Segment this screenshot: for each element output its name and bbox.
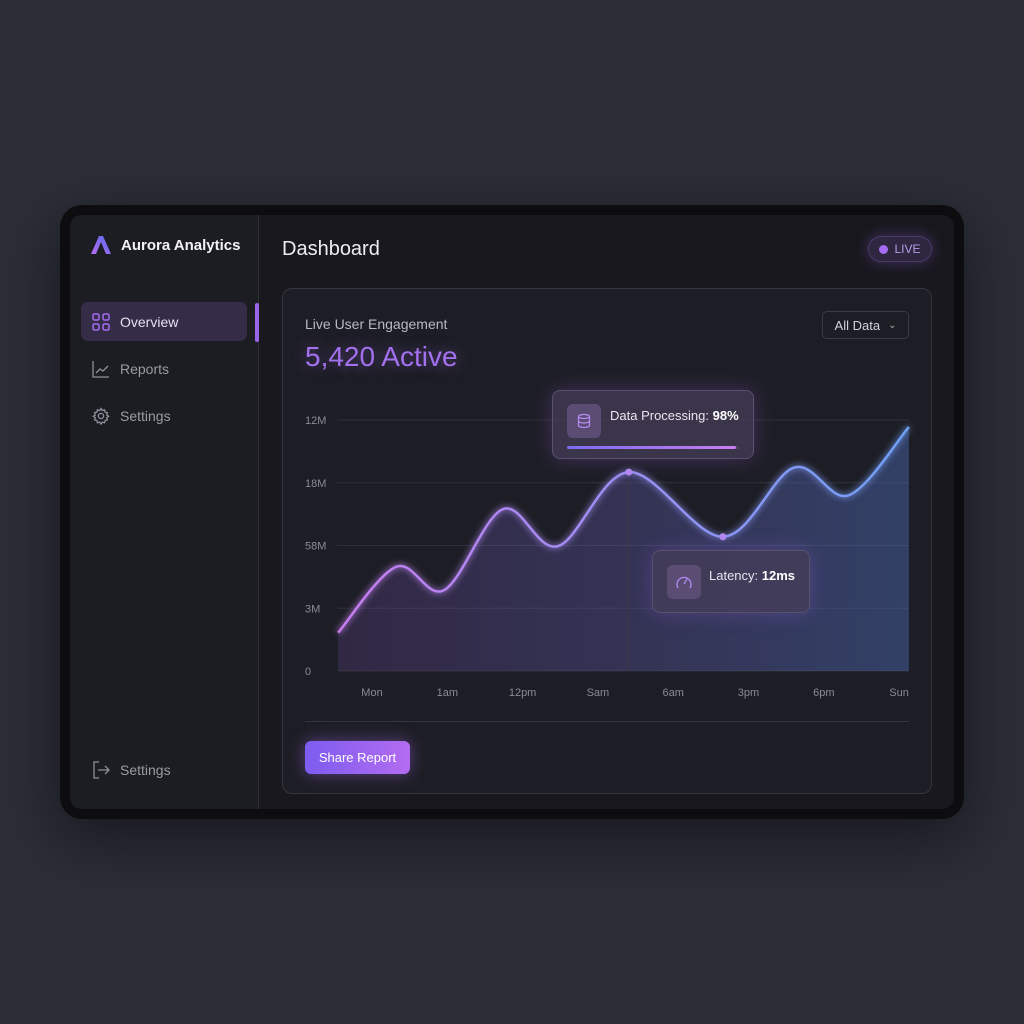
- sidebar-item-label: Reports: [120, 360, 170, 377]
- y-tick-label: 0: [305, 666, 311, 678]
- x-tick-label: 6pm: [813, 687, 834, 699]
- x-tick-label: Mon: [361, 687, 382, 699]
- sidebar-item-label: Settings: [120, 407, 171, 424]
- sidebar-item-label: Settings: [120, 761, 171, 778]
- screen: Aurora Analytics Overview Reports Settin…: [70, 215, 954, 809]
- engagement-chart: 0 3M 58M 18M 12M Mon 1am 12pm Sam 6am 3pm 6pm Sun: [305, 415, 912, 699]
- page-title: Dashboard: [282, 238, 380, 260]
- latency-tooltip: Latency: 12ms: [652, 550, 810, 613]
- x-tick-label: Sun: [889, 687, 909, 699]
- x-tick-label: 3pm: [738, 687, 759, 699]
- y-tick-label: 58M: [305, 541, 326, 553]
- processing-progress: [567, 446, 739, 449]
- line-chart-icon: [92, 360, 109, 378]
- area-fill: [338, 426, 909, 671]
- data-point: [625, 468, 633, 476]
- active-count: 5,420 Active: [305, 341, 458, 372]
- card-label: Live User Engagement: [305, 316, 448, 332]
- aurora-logo-icon: [91, 236, 111, 254]
- chevron-down-icon: ⌄: [888, 319, 897, 331]
- share-report-button[interactable]: Share Report: [305, 741, 410, 774]
- latency-label: Latency:: [709, 568, 759, 583]
- processing-value: 98%: [712, 408, 739, 423]
- logout-icon: [93, 760, 110, 779]
- gear-icon: [92, 406, 110, 425]
- sidebar-item-reports[interactable]: Reports: [81, 349, 247, 388]
- data-point: [719, 533, 727, 541]
- engagement-card: Live User Engagement 5,420 Active All Da…: [282, 288, 932, 794]
- main: Dashboard LIVE Live User Engagement 5,42…: [260, 215, 954, 809]
- x-tick-label: 1am: [437, 687, 458, 699]
- live-label: LIVE: [894, 242, 921, 256]
- live-dot-icon: [879, 244, 889, 254]
- data-filter-select[interactable]: All Data ⌄: [822, 311, 909, 339]
- latency-value: 12ms: [761, 568, 796, 583]
- grid-icon: [92, 312, 110, 331]
- active-indicator: [255, 303, 259, 342]
- x-tick-label: Sam: [587, 687, 610, 699]
- processing-tooltip: Data Processing: 98%: [552, 390, 754, 459]
- gauge-icon: [667, 565, 701, 599]
- y-tick-label: 18M: [305, 478, 326, 490]
- sidebar-footer-settings[interactable]: Settings: [81, 750, 247, 789]
- sidebar: Aurora Analytics Overview Reports Settin…: [70, 215, 259, 809]
- sidebar-item-overview[interactable]: Overview: [81, 302, 247, 341]
- brand: Aurora Analytics: [90, 235, 240, 255]
- sidebar-item-settings[interactable]: Settings: [81, 396, 247, 435]
- series-line: [337, 426, 910, 634]
- sidebar-item-label: Overview: [120, 313, 179, 330]
- x-tick-label: 6am: [662, 687, 683, 699]
- app-name: Aurora Analytics: [121, 236, 241, 254]
- device-frame: Aurora Analytics Overview Reports Settin…: [60, 205, 964, 819]
- y-tick-label: 3M: [305, 603, 320, 615]
- database-icon: [567, 404, 601, 438]
- divider: [305, 721, 909, 722]
- filter-value: All Data: [834, 317, 881, 333]
- x-tick-label: 12pm: [509, 687, 537, 699]
- live-badge: LIVE: [868, 236, 932, 262]
- processing-label: Data Processing:: [610, 408, 709, 423]
- y-tick-label: 12M: [305, 415, 326, 427]
